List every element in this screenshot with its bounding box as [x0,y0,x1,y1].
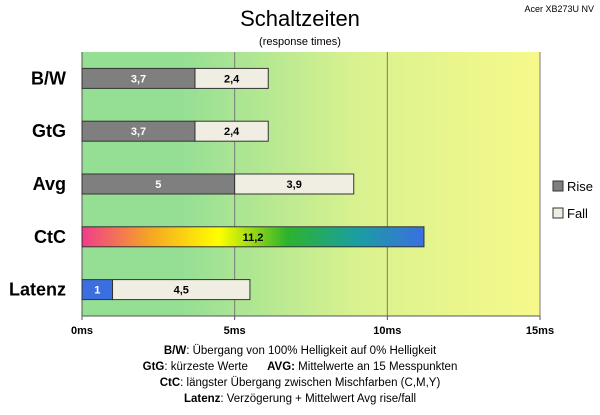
monitor-model-label: Acer XB273U NV [524,4,594,14]
x-tick-label-15: 15ms [526,325,554,337]
bar-label-rise-avg: 5 [155,179,161,191]
bar-label-fall-avg: 3,9 [287,179,302,191]
note-gtg-text: : kürzeste Werte [164,361,248,373]
category-label-latenz: Latenz [9,280,66,300]
legend-swatch-fall [552,207,564,219]
bar-fall-avg [234,173,355,195]
bar-label-fall-gtg: 2,4 [224,126,240,138]
x-tick-label-5: 5ms [224,325,246,337]
note-ctc-key: CtC [159,377,181,389]
legend-label-rise: Rise [567,179,593,194]
bar-label-fall-b-w: 2,4 [224,73,240,85]
category-label-b-w: B/W [31,68,66,88]
note-avg-key: AVG: [267,361,295,373]
note-gtg: GtG: kürzeste Werte AVG: Mittelwerte an … [0,359,600,375]
bar-fall-b-w [194,67,269,89]
legend-swatch-rise [552,180,564,192]
chart-subtitle: (response times) [259,36,341,48]
response-time-chart: 0ms 5ms 10ms 15ms B/W 3,7 2,4 GtG 3,7 2,4 Avg 5 3,9 C… [9,52,593,337]
note-ctc-text: : längster Übergang zwischen Mischfarben… [180,377,441,389]
bar-label-rise-b-w: 3,7 [131,73,146,85]
bar-label-rise-latenz: 1 [94,285,100,297]
bar-label-fall-latenz: 4,5 [174,285,189,297]
note-bw: B/W: Übergang von 100% Helligkeit auf 0%… [0,343,600,359]
x-tick-label-0: 0ms [71,325,93,337]
note-latenz: Latenz: Verzögerung + Mittelwert Avg ris… [0,391,600,407]
bar-label-ctc: 11,2 [243,232,264,244]
x-tick-label-10: 10ms [373,325,401,337]
bar-label-rise-gtg: 3,7 [131,126,146,138]
bar-ctc [81,226,425,248]
category-label-gtg: GtG [32,121,66,141]
note-avg-text: Mittelwerte an 15 Messpunkten [294,361,458,373]
chart-title: Schaltzeiten [240,6,360,31]
note-latenz-text: : Verzögerung + Mittelwert Avg rise/fall [220,393,417,405]
note-ctc: CtC: längster Übergang zwischen Mischfar… [0,375,600,391]
note-latenz-key: Latenz [183,393,221,405]
bar-fall-gtg [194,120,269,142]
note-bw-key: B/W [163,345,187,357]
bar-fall-latenz [112,279,251,301]
legend-label-fall: Fall [567,206,588,221]
note-bw-text: : Übergang von 100% Helligkeit auf 0% He… [186,345,437,357]
category-label-ctc: CtC [34,227,66,247]
note-gtg-key: GtG [142,361,165,373]
category-label-avg: Avg [33,174,66,194]
chart-notes: B/W: Übergang von 100% Helligkeit auf 0%… [0,343,600,407]
